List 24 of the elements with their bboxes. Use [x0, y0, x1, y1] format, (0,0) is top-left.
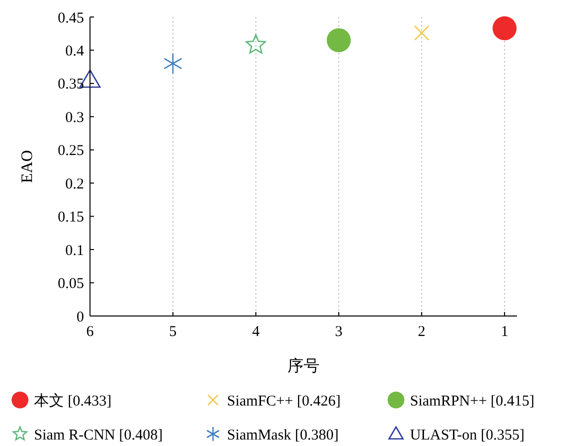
- legend-label: SiamFC++ [0.426]: [227, 393, 341, 410]
- y-tick-label: 0: [76, 309, 84, 326]
- y-tick-label: 0.2: [65, 176, 84, 192]
- y-tick-label: 0.15: [58, 210, 84, 226]
- x-tick-label: 5: [169, 324, 177, 340]
- x-tick-label: 4: [252, 324, 260, 340]
- y-tick-label: 0.05: [58, 276, 84, 292]
- y-tick-label: 0.45: [58, 10, 84, 26]
- legend-label: SiamRPN++ [0.415]: [410, 393, 534, 410]
- x-tick-label: 3: [334, 324, 342, 340]
- x-tick-label: 1: [500, 324, 508, 340]
- legend-label: ULAST-on [0.355]: [410, 427, 524, 444]
- x-tick-label: 2: [418, 324, 426, 340]
- x-tick-label: 6: [86, 324, 94, 340]
- legend-label: Siam R-CNN [0.408]: [34, 427, 163, 444]
- y-tick-label: 0.25: [58, 143, 84, 160]
- y-tick-label: 0.35: [58, 76, 84, 93]
- legend-label: 本文 [0.433]: [34, 392, 112, 410]
- y-tick-label: 0.3: [65, 110, 84, 126]
- y-axis-title: EAO: [19, 150, 36, 183]
- y-tick-label: 0.4: [65, 43, 84, 60]
- legend-label: SiamMask [0.380]: [227, 427, 339, 444]
- x-axis-title: 序号: [288, 357, 320, 375]
- y-tick-label: 0.1: [65, 242, 84, 259]
